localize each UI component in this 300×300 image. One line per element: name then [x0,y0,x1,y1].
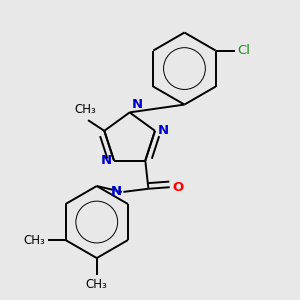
Text: N: N [100,154,112,167]
Text: CH₃: CH₃ [86,278,108,291]
Text: H: H [110,185,120,198]
Text: O: O [173,181,184,194]
Text: N: N [111,185,122,198]
Text: N: N [132,98,143,112]
Text: CH₃: CH₃ [75,103,96,116]
Text: N: N [158,124,169,137]
Text: CH₃: CH₃ [23,234,45,247]
Text: Cl: Cl [237,44,250,57]
